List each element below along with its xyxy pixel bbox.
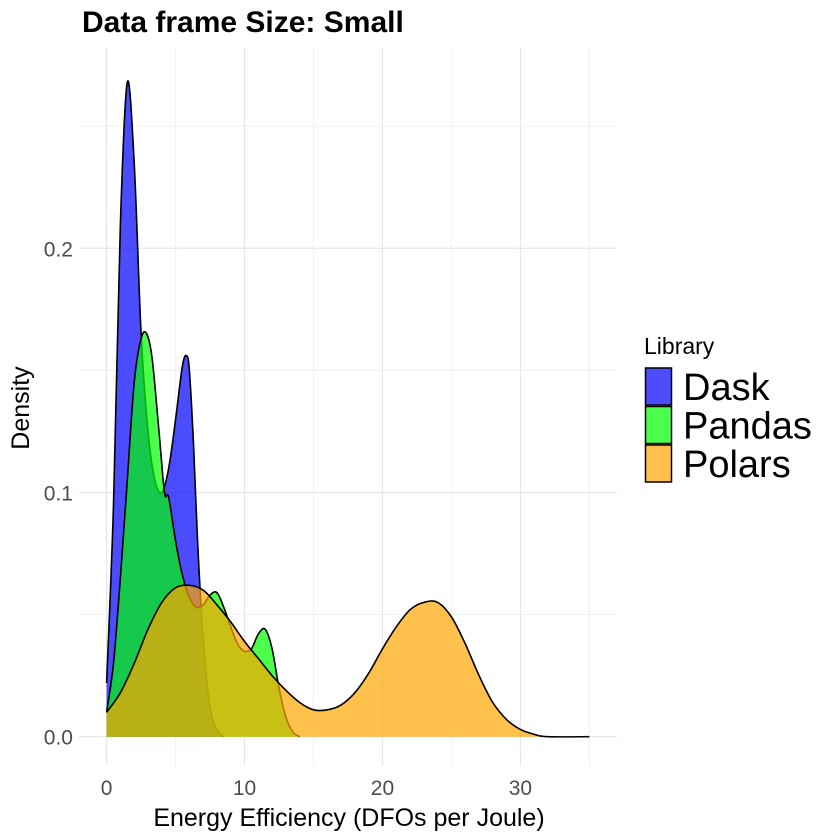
area-outline-polars [105, 584, 590, 738]
density-areas [105, 80, 590, 738]
legend-title: Library [644, 333, 715, 359]
legend-label-dask: Dask [683, 367, 771, 409]
y-tick-label: 0.2 [44, 238, 73, 261]
x-tick-label: 10 [233, 777, 256, 800]
legend-key-pandas [644, 405, 673, 445]
y-tick-label: 0.0 [44, 727, 73, 750]
legend-key-dask [644, 367, 673, 406]
x-tick-label: 0 [101, 777, 113, 800]
legend-key-polars [644, 444, 673, 483]
legend-label-polars: Polars [683, 444, 791, 486]
y-tick-label: 0.1 [44, 482, 73, 505]
area-fill-polars [106, 585, 590, 737]
chart-title: Data frame Size: Small [82, 6, 404, 39]
legend-label-pandas: Pandas [683, 406, 812, 448]
y-axis-ticks: 0.0 0.1 0.2 [44, 238, 73, 749]
x-axis-label: Energy Efficiency (DFOs per Joule) [153, 804, 544, 832]
x-tick-label: 30 [509, 777, 532, 800]
x-tick-label: 20 [371, 777, 394, 800]
x-axis-ticks: 0 10 20 30 [101, 777, 532, 800]
y-axis-label: Density [7, 366, 35, 450]
